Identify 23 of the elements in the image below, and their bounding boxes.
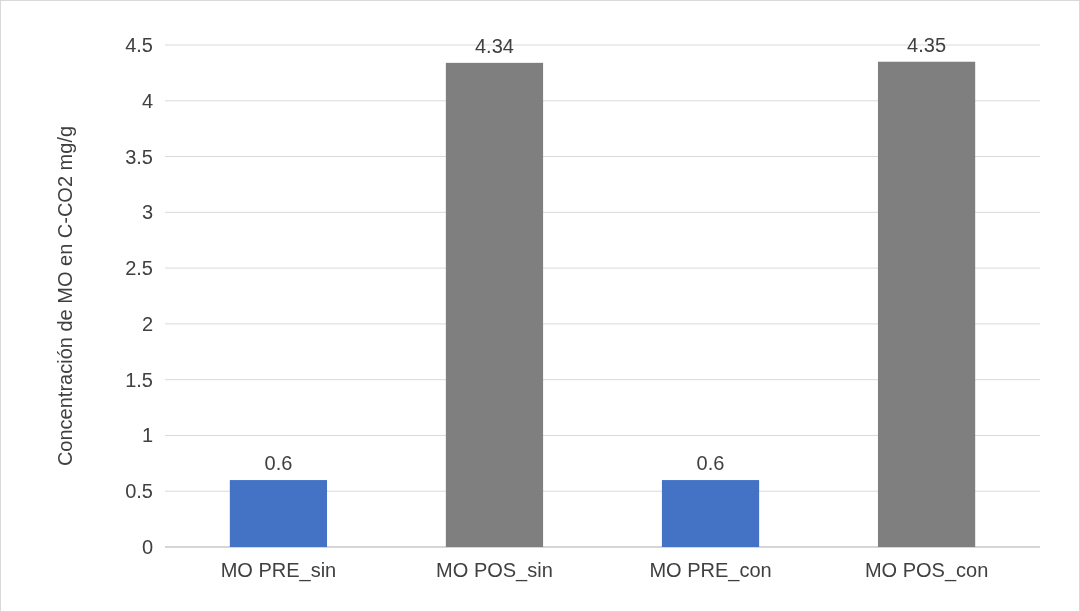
y-tick-label: 3.5	[125, 145, 153, 168]
y-tick-label: 2	[141, 312, 153, 335]
y-axis-title: Concentración de MO en C-CO2 mg/g	[54, 125, 76, 467]
x-tick-label: MO PRE_sin	[220, 559, 337, 582]
y-tick-label: 0.5	[125, 480, 153, 503]
y-tick-label: 0	[141, 536, 153, 558]
y-tick-label: 2.5	[125, 257, 153, 280]
y-tick-label: 1	[141, 424, 153, 447]
y-tick-label: 4.5	[125, 34, 153, 56]
x-tick-label: MO POS_sin	[436, 559, 553, 582]
data-label: 0.6	[696, 452, 725, 475]
y-tick-label: 4	[141, 89, 153, 112]
x-tick-label: MO POS_con	[864, 559, 989, 582]
data-label: 4.35	[907, 33, 947, 56]
bar	[229, 480, 328, 547]
bar	[661, 480, 760, 547]
data-label: 4.34	[475, 34, 514, 57]
y-tick-label: 1.5	[125, 368, 153, 391]
x-tick-label: MO PRE_con	[649, 559, 772, 582]
bar	[877, 61, 976, 547]
y-tick-label: 3	[141, 201, 153, 224]
bar	[445, 62, 544, 547]
data-label: 0.6	[264, 452, 293, 475]
